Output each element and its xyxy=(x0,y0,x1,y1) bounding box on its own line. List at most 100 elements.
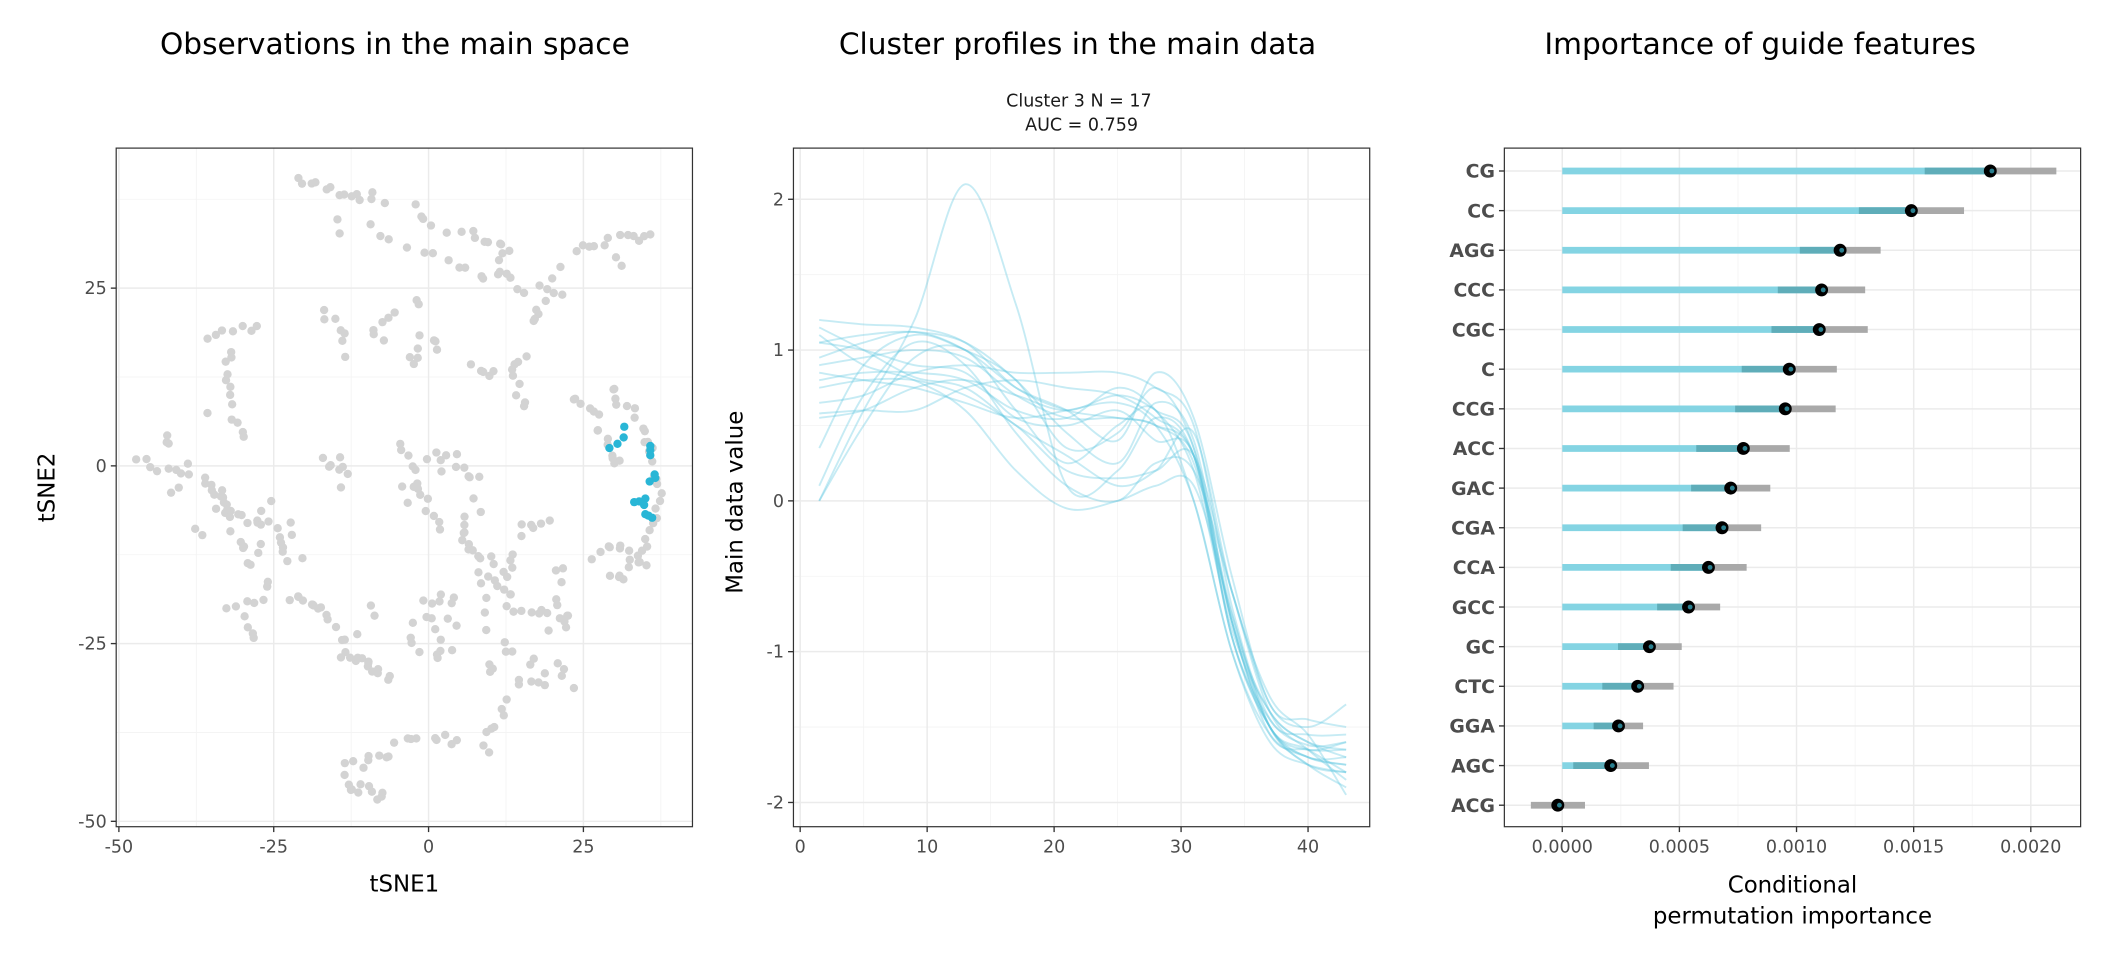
observation-point xyxy=(222,506,232,515)
observation-point xyxy=(246,560,255,569)
panel2-title: Cluster profiles in the main data xyxy=(839,27,1316,61)
panel2-x-tick-label: 30 xyxy=(1170,837,1192,857)
observation-point xyxy=(616,230,625,240)
observation-point xyxy=(559,664,569,674)
observation-point xyxy=(635,557,644,567)
observation-point xyxy=(540,680,550,690)
profile-line xyxy=(818,334,1347,766)
observation-point xyxy=(629,231,638,241)
observation-point xyxy=(641,534,650,544)
panel-cluster-profiles: Cluster profiles in the main data Cluste… xyxy=(722,27,1371,857)
importance-point-highlight xyxy=(1721,525,1727,531)
observation-point xyxy=(479,367,488,377)
feature-label: CG xyxy=(1466,162,1495,183)
observation-point xyxy=(442,228,451,237)
observation-point xyxy=(594,410,604,419)
observation-point xyxy=(259,595,268,605)
panel2-x-tick-label: 20 xyxy=(1043,837,1065,857)
panel3-bars xyxy=(1530,164,2057,812)
observation-point xyxy=(587,555,596,564)
observation-point xyxy=(452,735,462,745)
observation-point xyxy=(409,359,418,369)
feature-label: ACC xyxy=(1453,439,1495,460)
feature-label: GCC xyxy=(1452,598,1495,619)
observation-point xyxy=(364,781,374,791)
observation-point xyxy=(336,653,346,662)
observation-point xyxy=(469,494,478,503)
cluster-observation-point xyxy=(646,441,655,451)
observation-point xyxy=(655,496,665,506)
observation-point xyxy=(336,483,346,492)
observation-point xyxy=(340,190,349,199)
observation-point xyxy=(412,734,421,743)
observation-point xyxy=(515,379,524,389)
observation-point xyxy=(553,600,562,610)
observation-point xyxy=(543,284,552,294)
observation-point xyxy=(449,593,459,602)
observation-point xyxy=(576,399,585,408)
observation-point xyxy=(482,727,491,737)
observation-point xyxy=(499,711,508,720)
cluster-observation-point xyxy=(630,497,639,507)
observation-point xyxy=(495,267,504,276)
observation-point xyxy=(614,572,624,582)
observation-point xyxy=(529,523,538,533)
observation-point xyxy=(451,462,461,472)
observation-point xyxy=(364,751,373,761)
observation-point xyxy=(483,237,493,247)
observation-point xyxy=(427,599,437,608)
panel2-ticks: 0 10 20 30 40 -2 -1 0 1 2 xyxy=(767,190,1320,857)
observation-point xyxy=(335,229,344,238)
panel2-subtitle-cluster: Cluster 3 N = 17 xyxy=(1006,91,1152,111)
profile-line xyxy=(818,333,1347,752)
observation-point xyxy=(479,741,488,750)
observation-point xyxy=(415,331,424,340)
observation-point xyxy=(373,664,383,674)
feature-label: C xyxy=(1481,360,1495,381)
panel1-gridlines xyxy=(116,148,693,827)
panel1-y-tick-label: 0 xyxy=(96,457,107,477)
observation-point xyxy=(298,596,308,605)
observation-point xyxy=(603,233,612,243)
observation-point xyxy=(254,548,263,558)
observation-point xyxy=(436,456,445,465)
observation-point xyxy=(166,488,176,497)
observation-point xyxy=(558,564,568,573)
panel3-ticks: 0.0000 0.0005 0.0010 0.0015 0.0020CGCCAGGCCC… xyxy=(1449,162,2061,858)
panel1-x-tick-label: 25 xyxy=(572,837,594,857)
observation-point xyxy=(447,646,457,655)
observation-point xyxy=(413,353,422,363)
panel1-y-tick-label: -25 xyxy=(78,635,107,655)
observation-point xyxy=(502,572,512,582)
profile-line xyxy=(818,183,1347,748)
importance-point-highlight xyxy=(1989,168,1995,174)
observation-point xyxy=(250,598,259,608)
observation-point xyxy=(428,248,438,258)
observation-point xyxy=(368,188,377,197)
profile-line xyxy=(819,318,1347,759)
observation-point xyxy=(278,547,287,556)
observation-point xyxy=(340,770,349,780)
feature-label: CGA xyxy=(1451,518,1495,539)
observation-point xyxy=(390,308,399,317)
observation-point xyxy=(484,572,493,581)
observation-point xyxy=(298,554,307,563)
observation-point xyxy=(407,638,416,648)
observation-point xyxy=(366,601,376,610)
observation-point xyxy=(405,353,415,362)
profile-line xyxy=(819,341,1347,774)
observation-point xyxy=(460,512,469,521)
observation-point xyxy=(397,482,407,491)
observation-point xyxy=(263,577,273,586)
profile-line xyxy=(819,370,1347,751)
observation-point xyxy=(247,326,256,336)
profile-line xyxy=(818,340,1347,729)
observation-point xyxy=(569,395,579,404)
feature-label: AGC xyxy=(1451,756,1495,777)
observation-point xyxy=(333,215,342,224)
observation-point xyxy=(384,752,393,761)
observation-point xyxy=(459,528,468,538)
observation-point xyxy=(287,530,297,540)
observation-point xyxy=(184,470,193,479)
